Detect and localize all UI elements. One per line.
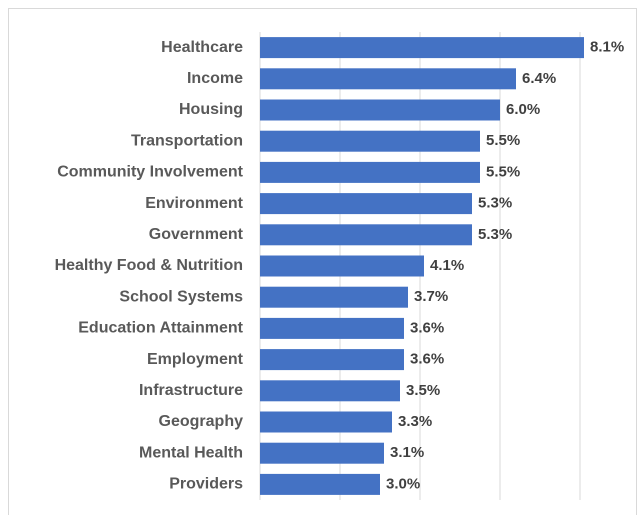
y-tick-label: Income	[187, 70, 243, 87]
y-tick-label: Environment	[145, 195, 243, 212]
data-label: 5.3%	[478, 195, 512, 212]
bar	[260, 161, 480, 183]
bar	[260, 286, 408, 308]
y-tick-label: Mental Health	[139, 444, 243, 461]
y-tick-label: Healthcare	[161, 39, 243, 56]
bar	[260, 68, 516, 90]
bar	[260, 37, 584, 59]
data-label: 6.0%	[506, 101, 540, 118]
data-label: 3.7%	[414, 288, 448, 305]
data-label: 8.1%	[590, 39, 624, 56]
data-label: 5.5%	[486, 163, 520, 180]
y-tick-label: Employment	[147, 351, 244, 368]
bar	[260, 349, 404, 371]
data-label: 3.6%	[410, 351, 444, 368]
bar	[260, 193, 472, 215]
bar	[260, 99, 500, 121]
bar	[260, 317, 404, 339]
data-label: 3.6%	[410, 319, 444, 336]
data-label: 4.1%	[430, 257, 464, 274]
bar	[260, 411, 392, 433]
data-label: 5.3%	[478, 226, 512, 243]
data-label: 3.1%	[390, 444, 424, 461]
data-label: 3.0%	[386, 475, 420, 492]
y-tick-label: Infrastructure	[139, 382, 243, 399]
y-tick-label: Transportation	[131, 132, 243, 149]
y-tick-label: Healthy Food & Nutrition	[55, 257, 243, 274]
data-label: 5.5%	[486, 132, 520, 149]
y-tick-label: Housing	[179, 101, 243, 118]
bar	[260, 224, 472, 246]
y-tick-label: Community Involvement	[57, 164, 243, 181]
y-tick-label: Providers	[169, 476, 243, 493]
data-label: 6.4%	[522, 70, 556, 87]
y-tick-label: Education Attainment	[78, 320, 243, 337]
bar	[260, 442, 384, 464]
y-tick-label: Geography	[159, 413, 244, 430]
bar	[260, 380, 400, 402]
data-label: 3.5%	[406, 382, 440, 399]
data-label: 3.3%	[398, 413, 432, 430]
y-tick-label: School Systems	[119, 288, 243, 305]
bar	[260, 130, 480, 152]
bar	[260, 473, 380, 495]
bar	[260, 255, 424, 277]
y-tick-label: Government	[149, 226, 244, 243]
